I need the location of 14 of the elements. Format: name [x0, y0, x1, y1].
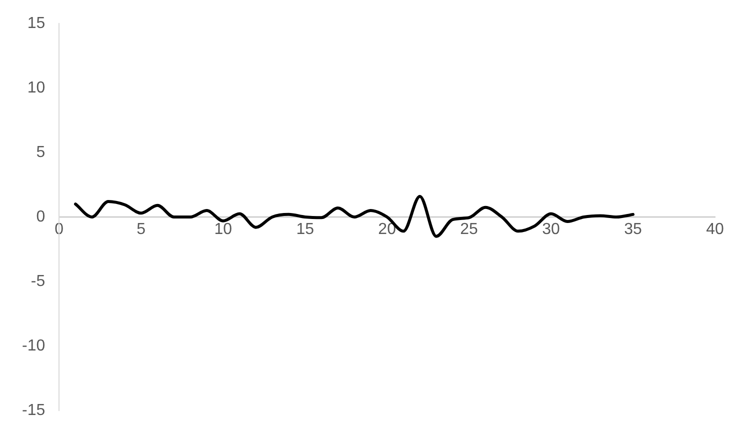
x-tick-label: 30	[542, 221, 560, 238]
y-tick-label: 15	[27, 15, 46, 32]
x-tick-label: 10	[214, 221, 232, 238]
y-tick-label: 5	[36, 144, 46, 161]
x-tick-label: 35	[624, 221, 642, 238]
y-tick-label: -10	[22, 337, 46, 354]
y-tick-label: 10	[27, 79, 46, 96]
x-tick-label: 5	[136, 221, 146, 238]
y-tick-label: 0	[36, 208, 46, 226]
x-tick-label: 25	[460, 221, 478, 238]
y-tick-label: -5	[30, 272, 46, 290]
x-tick-label: 40	[706, 221, 724, 238]
x-tick-label: 15	[296, 221, 314, 238]
y-tick-label: -15	[22, 402, 46, 419]
